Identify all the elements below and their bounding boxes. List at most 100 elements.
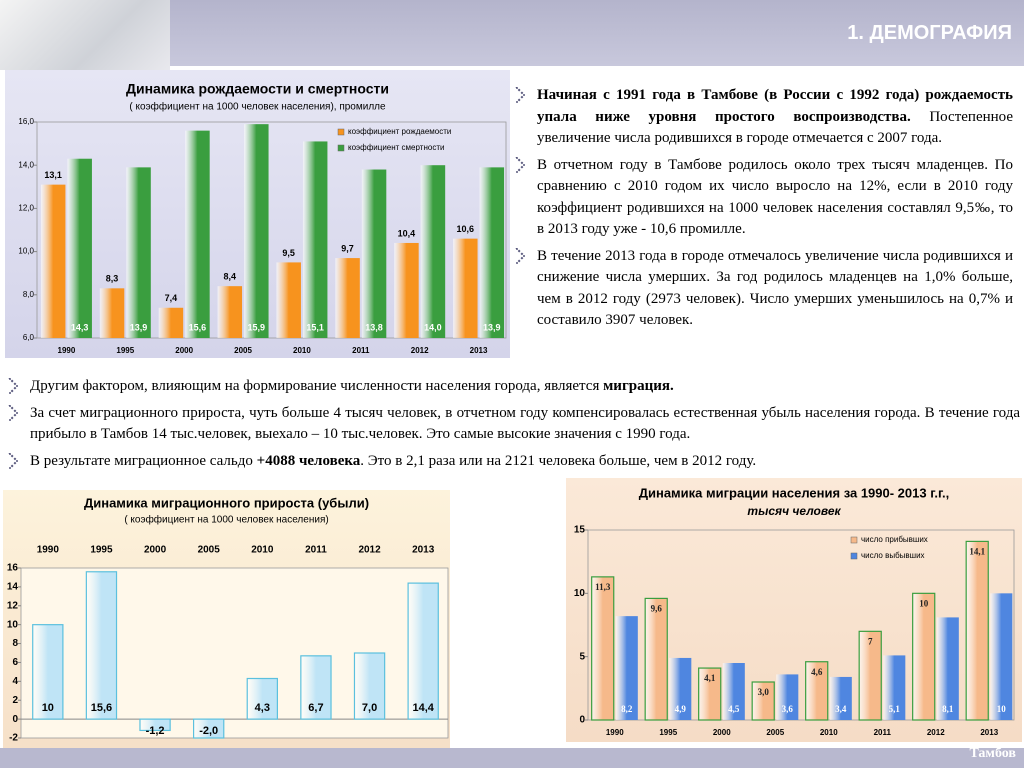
bar (126, 167, 151, 338)
text-run: Другим фактором, влияющим на формировани… (30, 378, 604, 394)
data-label: 3,4 (835, 704, 847, 714)
bar (936, 617, 959, 720)
data-label: 4,6 (811, 667, 823, 677)
y-tick-label: 10 (574, 588, 586, 599)
data-label: 10,4 (398, 228, 416, 238)
legend-label: число выбывших (861, 551, 925, 560)
x-tick-label: 1995 (116, 346, 134, 355)
bar (722, 663, 745, 720)
data-label: 14,4 (412, 702, 434, 714)
legend-swatch (337, 144, 345, 152)
data-label: 9,6 (651, 603, 663, 613)
data-label: 14,1 (969, 546, 985, 556)
x-tick-label: 1990 (606, 728, 624, 737)
bar (990, 593, 1013, 720)
data-label: 9,5 (282, 248, 295, 258)
x-tick-label: 2011 (305, 545, 327, 556)
chart-subtitle: ( коэффициент на 1000 человек населения)… (129, 101, 386, 113)
chart-migration: Динамика миграции населения за 1990- 201… (566, 478, 1022, 742)
y-tick-label: 6,0 (23, 333, 35, 342)
data-label: 15,6 (91, 702, 112, 714)
data-label: 15,9 (248, 322, 266, 332)
paragraph: В течение 2013 года в городе отмечалось … (537, 246, 1013, 332)
y-tick-label: 2 (12, 695, 18, 706)
bar (40, 184, 66, 338)
data-label: 6,7 (308, 702, 323, 714)
data-label: 15,6 (189, 322, 207, 332)
x-tick-label: 1990 (58, 346, 76, 355)
chart-subtitle: тысяч человек (747, 504, 841, 518)
data-label: 15,1 (306, 322, 324, 332)
y-tick-label: 14,0 (18, 160, 34, 169)
text-bottom: Другим фактором, влияющим на формировани… (30, 376, 1020, 477)
y-tick-label: 16 (7, 563, 19, 574)
bar (453, 238, 478, 338)
text-run: миграция. (603, 378, 674, 394)
text-right: Начиная с 1991 года в Тамбове (в России … (537, 85, 1013, 337)
plot-area (36, 121, 507, 339)
bar (407, 582, 439, 720)
bar (185, 130, 210, 338)
legend-swatch (850, 552, 858, 560)
bar (32, 624, 64, 720)
data-label: 10 (42, 702, 54, 714)
bar (361, 169, 387, 338)
x-tick-label: 2012 (927, 728, 945, 737)
y-tick-label: 0 (12, 714, 18, 725)
data-label: 8,2 (621, 704, 633, 714)
bar (158, 307, 184, 338)
slide-title: 1. ДЕМОГРАФИЯ (847, 22, 1012, 44)
paragraph: Другим фактором, влияющим на формировани… (30, 376, 1020, 398)
x-tick-label: 2010 (293, 346, 311, 355)
paragraph: В отчетном году в Тамбове родилось около… (537, 155, 1013, 241)
y-tick-label: 8 (12, 638, 18, 649)
x-tick-label: 2012 (411, 346, 429, 355)
chart-births-deaths: Динамика рождаемости и смертности ( коэфф… (5, 70, 510, 358)
data-label: 7,0 (362, 702, 377, 714)
bar (139, 718, 171, 732)
x-tick-label: 2000 (713, 728, 731, 737)
x-tick-label: 2011 (874, 728, 892, 737)
y-tick-label: 16,0 (18, 117, 34, 126)
text-run: . Это в 2,1 раза или на 2121 человека бо… (360, 452, 757, 469)
bar (644, 597, 668, 721)
bar (217, 286, 243, 338)
text-run: Начиная с 1991 года в Тамбове (в России … (537, 87, 1013, 125)
bar (335, 258, 360, 338)
data-label: 13,1 (44, 170, 62, 180)
y-tick-label: 4 (12, 676, 18, 687)
text-run: Постепенное увеличение числа родившихся … (537, 108, 1013, 147)
data-label: 10,6 (457, 224, 475, 234)
bar (302, 141, 328, 338)
data-label: 7,4 (165, 293, 178, 303)
bar (776, 674, 799, 720)
bar (394, 242, 419, 338)
bar (805, 661, 829, 721)
x-tick-label: 2000 (144, 545, 167, 556)
data-label: 10 (997, 704, 1007, 714)
text-run: +4088 человека (256, 452, 361, 469)
chart-title: Динамика рождаемости и смертности (126, 81, 389, 97)
y-tick-label: 5 (579, 651, 585, 662)
legend-label: коэффициент рождаемости (348, 127, 451, 136)
paragraph: Начиная с 1991 года в Тамбове (в России … (537, 85, 1013, 150)
bar (912, 592, 936, 721)
bar (615, 616, 638, 720)
bar (965, 540, 989, 721)
x-tick-label: 2005 (766, 728, 784, 737)
data-label: 11,3 (595, 582, 611, 592)
data-label: 4,9 (675, 704, 687, 714)
paragraph: В результате миграционное сальдо +4088 ч… (30, 451, 1020, 473)
bar (99, 288, 125, 338)
data-label: 4,1 (704, 673, 716, 683)
bar (67, 158, 92, 338)
y-tick-label: 6 (12, 657, 18, 668)
y-tick-label: -2 (9, 733, 18, 744)
x-tick-label: 2012 (358, 545, 381, 556)
bar (193, 718, 225, 739)
y-tick-label: 10 (7, 619, 19, 630)
data-label: 7 (868, 636, 873, 646)
x-tick-label: 2010 (820, 728, 838, 737)
paragraph: За счет миграционного прироста, чуть бол… (30, 403, 1020, 446)
